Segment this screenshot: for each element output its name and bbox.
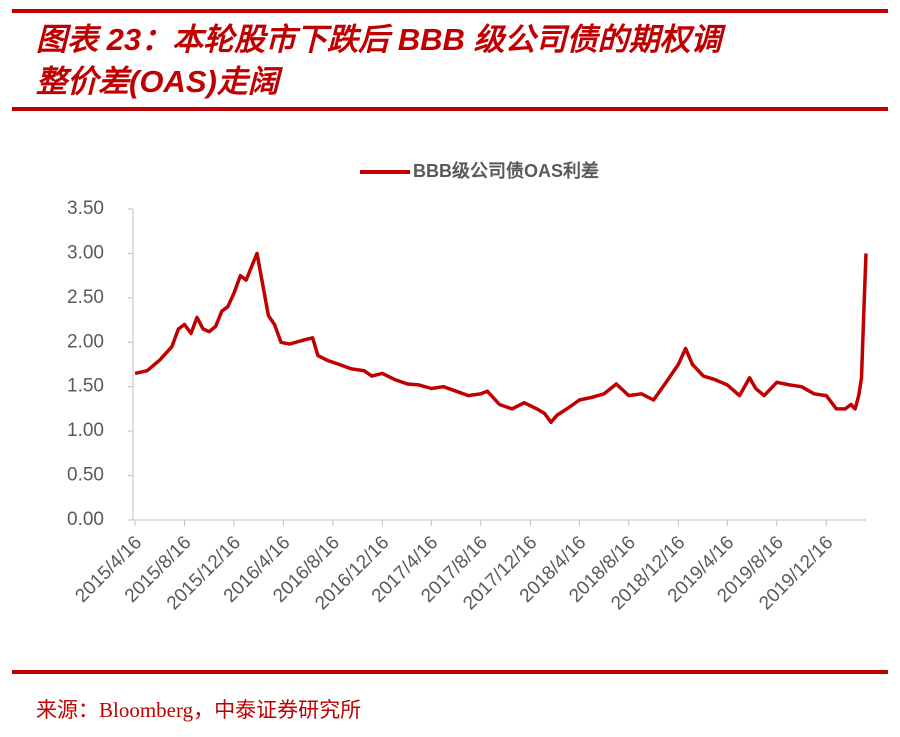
y-tick-label: 1.00 — [67, 420, 104, 441]
legend-label: BBB级公司债OAS利差 — [413, 160, 599, 181]
bottom-rule — [12, 670, 888, 674]
y-tick-label: 2.50 — [67, 287, 104, 308]
source: 来源：Bloomberg，中泰证券研究所 — [36, 698, 361, 722]
title-rule — [12, 107, 888, 111]
y-tick-label: 3.50 — [67, 198, 104, 219]
y-tick-label: 3.00 — [67, 242, 104, 263]
y-tick-label: 0.50 — [67, 465, 104, 486]
y-tick-label: 2.00 — [67, 331, 104, 352]
y-tick-label: 0.00 — [67, 509, 104, 530]
y-tick-label: 1.50 — [67, 376, 104, 397]
chart-title: 图表 23：本轮股市下跌后 BBB 级公司债的期权调 — [36, 22, 726, 57]
data-line — [134, 251, 868, 425]
top-rule — [12, 9, 888, 13]
chart-title: 整价差(OAS)走阔 — [36, 64, 284, 99]
